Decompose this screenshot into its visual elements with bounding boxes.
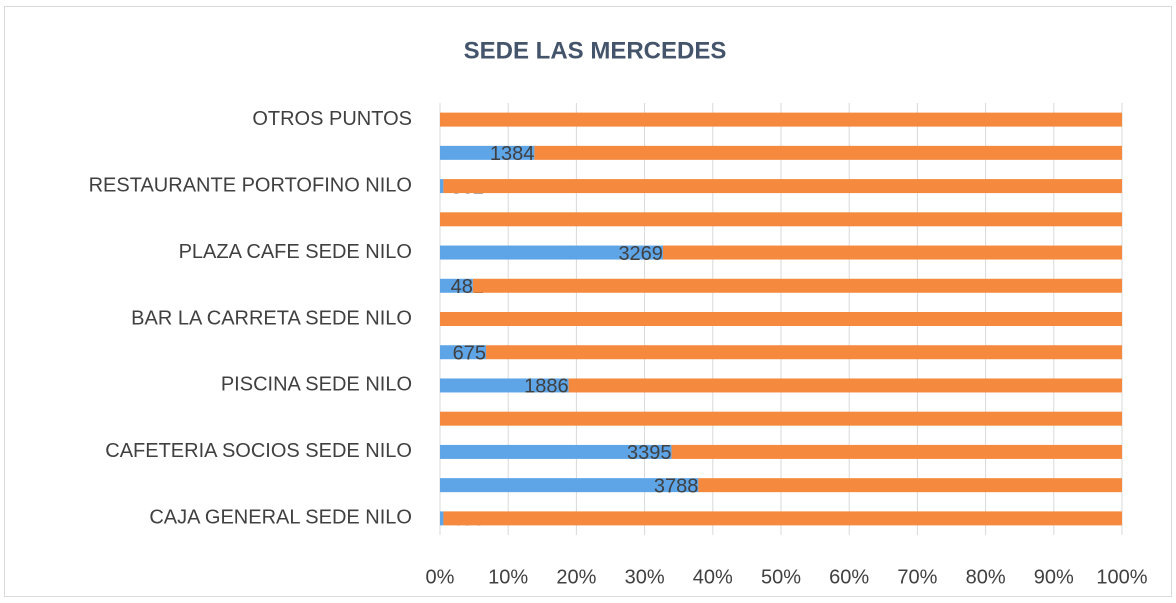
bar-segment [440,179,444,194]
bar-segment [440,145,535,160]
bar-segment [440,312,1122,326]
x-tick-label: 100% [1096,566,1147,588]
data-label: 1886 [524,376,569,398]
bar-segment [440,378,569,393]
y-tick-label: CAJA GENERAL SEDE NILO [149,507,412,529]
bar-segment [440,411,1122,426]
bar-segment [662,245,1122,260]
y-tick-label: BAR LA CARRETA SEDE NILO [131,307,412,329]
bar-segment [440,278,473,293]
data-label: 675 [453,343,486,365]
y-tick-label: CAFETERIA SOCIOS SEDE NILO [105,440,412,462]
data-label: 3788 [654,475,699,497]
x-tick-label: 90% [1034,566,1074,588]
bar-segment [440,112,1122,127]
bar-segment [440,511,444,526]
data-label: 3395 [627,442,672,464]
x-tick-label: 60% [829,566,869,588]
bar-segment [671,444,1122,459]
y-tick-label: RESTAURANTE PORTOFINO NILO [89,174,412,196]
bar-segment [440,245,663,260]
bar-segment [568,378,1122,393]
x-tick-label: 80% [966,566,1006,588]
x-tick-label: 0% [426,566,455,588]
data-label: 1384 [490,143,535,165]
bar-segment [486,345,1122,360]
data-label: 3269 [618,243,663,265]
chart-border [4,6,1172,597]
bar-segment [440,444,672,459]
y-tick-label: OTROS PUNTOS [252,108,412,130]
bar-segment [440,345,487,360]
chart-title: SEDE LAS MERCEDES [464,37,727,64]
bar-segment [443,511,1122,526]
bar-segment [443,179,1122,194]
y-tick-label: PLAZA CAFE SEDE NILO [179,241,412,263]
x-tick-label: 70% [897,566,937,588]
x-tick-label: 10% [488,566,528,588]
x-tick-label: 30% [625,566,665,588]
bar-segment [472,278,1122,293]
x-tick-label: 40% [693,566,733,588]
bar-segment [534,145,1122,160]
y-tick-label: PISCINA SEDE NILO [221,374,412,396]
x-tick-label: 20% [556,566,596,588]
x-tick-label: 50% [761,566,801,588]
bar-segment [440,212,1122,227]
bar-segment [440,478,699,493]
bar-segment [698,478,1122,493]
